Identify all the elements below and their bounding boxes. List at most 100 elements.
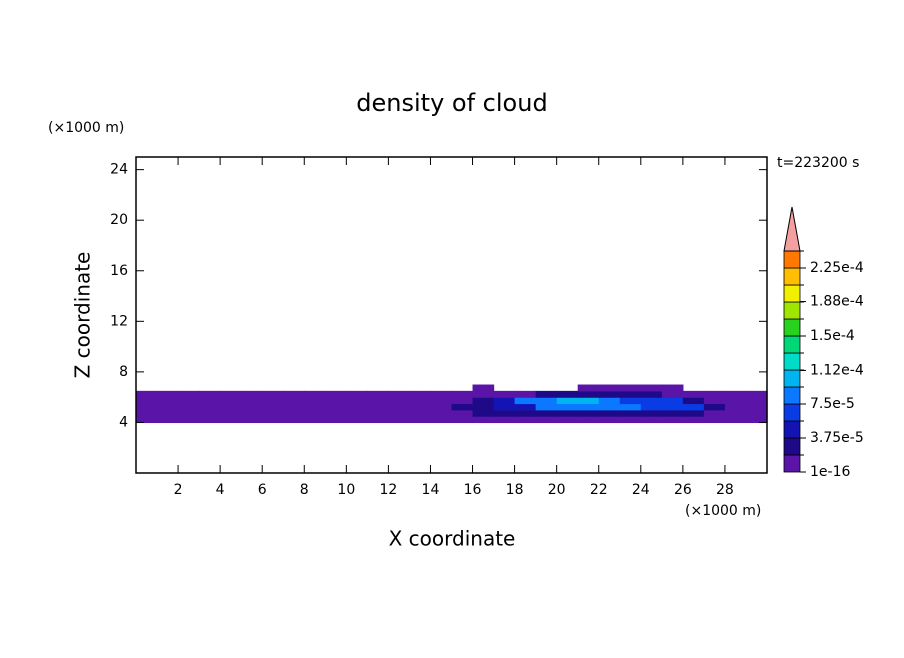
contour-cell <box>304 403 326 411</box>
contour-cell <box>598 390 621 398</box>
contour-cell <box>388 409 411 417</box>
contour-cell <box>745 409 768 417</box>
colorbar-band <box>783 250 801 269</box>
contour-field <box>136 384 768 424</box>
contour-cell <box>451 390 474 398</box>
contour-cell <box>577 403 600 411</box>
contour-cell <box>598 416 621 424</box>
contour-cell <box>598 397 621 405</box>
contour-cell <box>514 390 537 398</box>
contour-cell <box>493 403 516 411</box>
colorbar-tick-label: 1.88e-4 <box>810 294 864 310</box>
contour-cell <box>724 397 747 405</box>
y-tick-label: 24 <box>110 162 128 178</box>
colorbar-tick-label: 3.75e-5 <box>810 430 864 446</box>
contour-cell <box>178 397 200 405</box>
contour-cell <box>262 416 284 424</box>
contour-cell <box>367 409 389 417</box>
contour-cell <box>472 384 495 392</box>
contour-cell <box>724 416 747 424</box>
contour-cell <box>745 390 768 398</box>
y-unit: (×1000 m) <box>48 120 124 136</box>
colorbar-band <box>783 301 801 320</box>
contour-cell <box>199 409 221 417</box>
contour-cell <box>661 384 684 392</box>
contour-cell <box>682 390 705 398</box>
contour-cell <box>682 397 705 405</box>
contour-cell <box>514 416 537 424</box>
contour-cell <box>703 403 726 411</box>
contour-cell <box>409 390 432 398</box>
colorbar-band <box>783 454 801 473</box>
contour-cell <box>640 403 663 411</box>
contour-cell <box>283 409 305 417</box>
contour-cell <box>136 409 158 417</box>
contour-cell <box>745 416 768 424</box>
contour-cell <box>640 384 663 392</box>
contour-cell <box>451 416 474 424</box>
contour-cell <box>472 416 495 424</box>
contour-cell <box>388 390 411 398</box>
contour-cell <box>619 416 642 424</box>
contour-cell <box>451 397 474 405</box>
contour-cell <box>472 409 495 417</box>
contour-cell <box>325 403 347 411</box>
contour-cell <box>703 397 726 405</box>
colorbar-tick-label: 7.5e-5 <box>810 396 855 412</box>
x-tick-label: 6 <box>258 482 267 498</box>
contour-cell <box>640 416 663 424</box>
colorbar-band <box>783 267 801 286</box>
y-tick-label: 4 <box>119 414 128 430</box>
contour-cell <box>619 384 642 392</box>
contour-cell <box>724 409 747 417</box>
contour-cell <box>220 390 242 398</box>
contour-cell <box>178 416 200 424</box>
contour-cell <box>598 409 621 417</box>
y-axis-label: Z coordinate <box>71 252 95 379</box>
x-tick-label: 12 <box>379 482 397 498</box>
contour-cell <box>745 397 768 405</box>
colorbar-tick-label: 1.5e-4 <box>810 328 855 344</box>
contour-cell <box>157 409 179 417</box>
contour-cell <box>535 416 558 424</box>
contour-cell <box>304 390 326 398</box>
y-tick-label: 8 <box>119 364 128 380</box>
colorbar-band <box>783 284 801 303</box>
contour-cell <box>430 397 453 405</box>
contour-cell <box>430 409 453 417</box>
contour-cell <box>325 390 347 398</box>
contour-cell <box>451 403 474 411</box>
x-axis-label: X coordinate <box>389 527 516 551</box>
contour-cell <box>283 403 305 411</box>
contour-cell <box>640 397 663 405</box>
contour-cell <box>325 397 347 405</box>
chart-title: density of cloud <box>356 89 547 117</box>
contour-cell <box>430 416 453 424</box>
contour-cell <box>346 390 368 398</box>
contour-cell <box>661 409 684 417</box>
contour-cell <box>619 390 642 398</box>
colorbar-band <box>783 386 801 405</box>
contour-cell <box>619 403 642 411</box>
contour-cell <box>472 397 495 405</box>
contour-cell <box>409 397 432 405</box>
contour-cell <box>724 403 747 411</box>
contour-cell <box>325 409 347 417</box>
contour-cell <box>199 403 221 411</box>
contour-cell <box>493 409 516 417</box>
contour-cell <box>199 390 221 398</box>
contour-cell <box>598 403 621 411</box>
contour-cell <box>514 403 537 411</box>
contour-cell <box>472 390 495 398</box>
y-tick-label: 16 <box>110 263 128 279</box>
contour-cell <box>535 390 558 398</box>
contour-cell <box>346 409 368 417</box>
contour-cell <box>703 416 726 424</box>
contour-cell <box>493 390 516 398</box>
contour-cell <box>304 409 326 417</box>
contour-cell <box>577 397 600 405</box>
colorbar-band <box>783 352 801 371</box>
contour-cell <box>451 409 474 417</box>
colorbar-tick-label: 2.25e-4 <box>810 260 864 276</box>
contour-cell <box>409 409 432 417</box>
